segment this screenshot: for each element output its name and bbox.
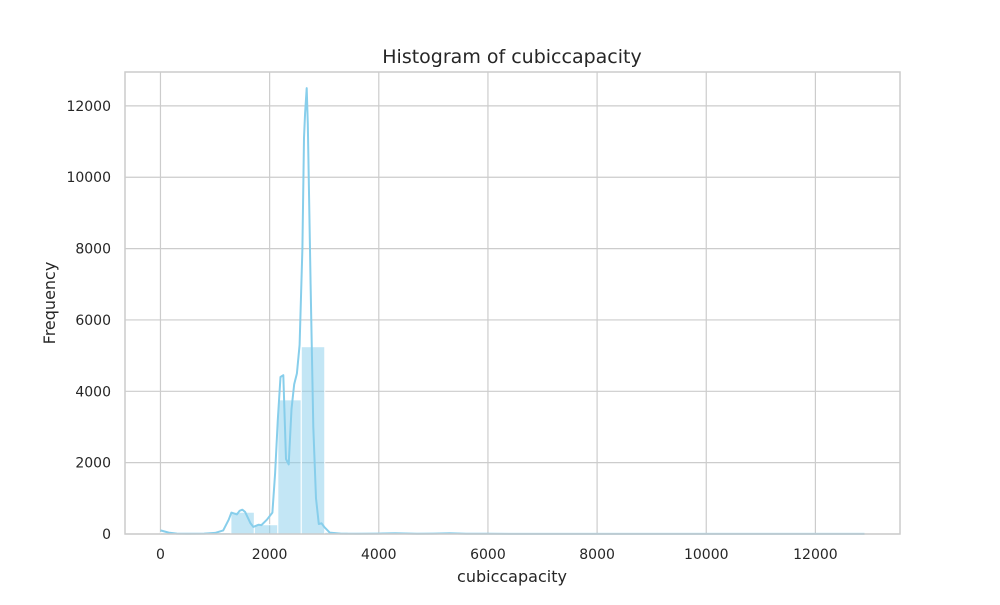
histogram-bars	[160, 347, 864, 534]
x-tick-label: 6000	[470, 547, 506, 563]
x-axis-label: cubiccapacity	[457, 567, 567, 586]
x-tick-label: 2000	[252, 547, 288, 563]
plot-frame	[125, 72, 900, 534]
y-axis-label: Frequency	[40, 262, 59, 345]
x-tick-label: 10000	[684, 547, 729, 563]
x-tick-label: 0	[156, 547, 165, 563]
y-tick-label: 10000	[66, 170, 111, 186]
y-tick-label: 2000	[75, 456, 111, 472]
y-tick-label: 12000	[66, 99, 111, 115]
kde-curve-group	[161, 88, 865, 534]
chart-title: Histogram of cubiccapacity	[382, 46, 641, 68]
x-tick-label: 4000	[361, 547, 397, 563]
y-tick-labels: 0 2000 4000 6000 8000 10000 12000	[66, 99, 111, 543]
y-tick-label: 4000	[75, 384, 111, 400]
x-tick-labels: 0 2000 4000 6000 8000 10000 12000	[156, 547, 838, 563]
x-tick-label: 8000	[579, 547, 615, 563]
x-tick-label: 12000	[793, 547, 838, 563]
histogram-bar	[278, 400, 301, 534]
grid	[125, 72, 900, 534]
y-tick-label: 8000	[75, 242, 111, 258]
y-tick-label: 6000	[75, 313, 111, 329]
y-tick-label: 0	[102, 527, 111, 543]
kde-curve	[161, 88, 865, 534]
